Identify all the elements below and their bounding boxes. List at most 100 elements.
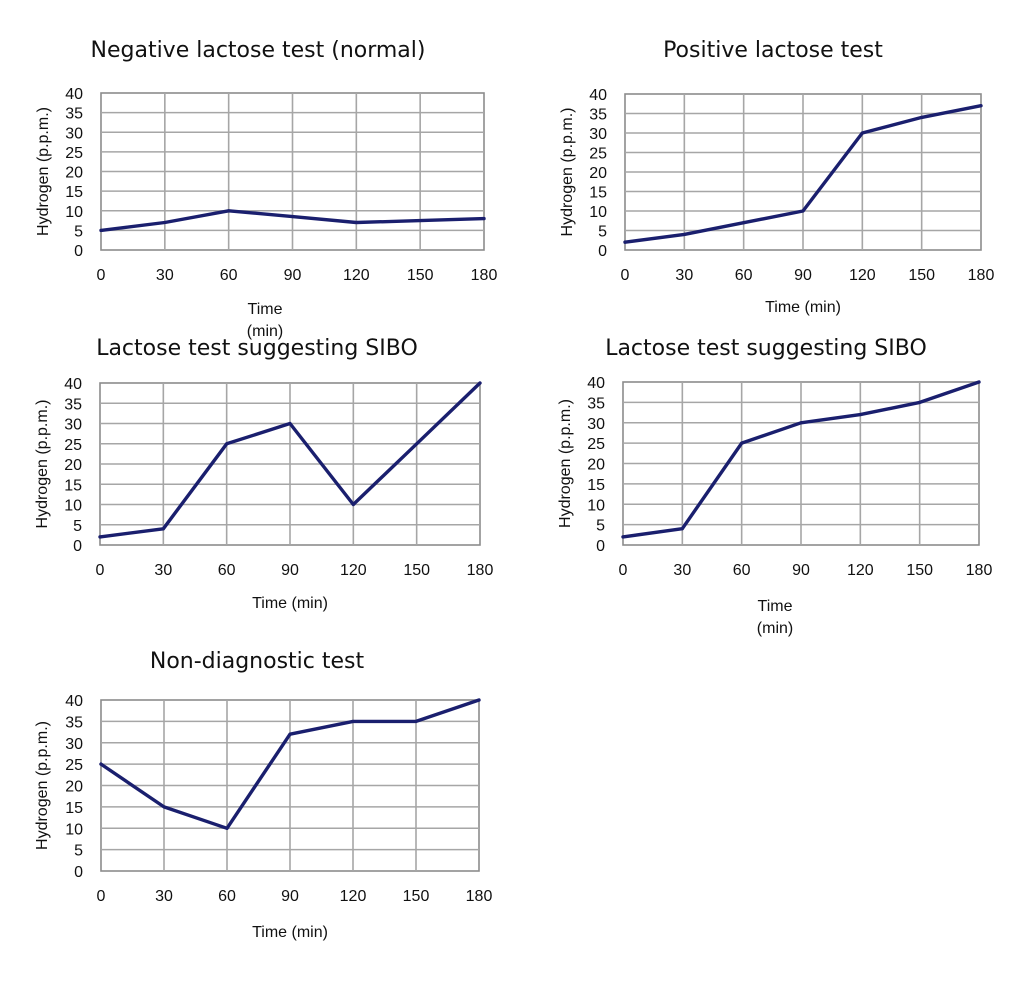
y-tick-label: 40 — [587, 375, 605, 392]
y-tick-label: 10 — [64, 498, 82, 515]
x-tick-label: 30 — [156, 267, 174, 284]
data-point — [98, 535, 102, 539]
y-axis-label: Hydrogen (p.p.m.) — [35, 107, 52, 236]
y-tick-label: 0 — [74, 243, 83, 260]
data-point — [801, 209, 805, 213]
y-tick-label: 25 — [589, 146, 607, 163]
y-tick-label: 5 — [74, 223, 83, 240]
data-point — [682, 232, 686, 236]
x-axis-label: Time (min) — [252, 924, 328, 941]
x-tick-label: 150 — [407, 267, 434, 284]
x-axis-label: Time (min) — [252, 595, 328, 612]
data-point — [742, 221, 746, 225]
data-point — [163, 221, 167, 225]
x-tick-label: 90 — [794, 267, 812, 284]
x-tick-label: 120 — [340, 562, 367, 579]
x-tick-label: 60 — [218, 888, 236, 905]
x-tick-label: 0 — [619, 562, 628, 579]
data-point — [162, 805, 166, 809]
y-tick-label: 0 — [598, 243, 607, 260]
y-tick-label: 0 — [73, 538, 82, 555]
x-tick-label: 120 — [847, 562, 874, 579]
x-axis-label: (min) — [247, 323, 283, 340]
x-tick-label: 90 — [281, 562, 299, 579]
x-tick-label: 30 — [155, 888, 173, 905]
y-tick-label: 5 — [74, 843, 83, 860]
y-axis-label: Hydrogen (p.p.m.) — [34, 400, 51, 529]
data-point — [979, 104, 983, 108]
chart-title: Negative lactose test (normal) — [91, 38, 426, 63]
x-tick-label: 0 — [97, 888, 106, 905]
y-axis-label: Hydrogen (p.p.m.) — [34, 721, 51, 850]
data-point — [351, 719, 355, 723]
x-tick-label: 180 — [466, 888, 493, 905]
y-tick-label: 20 — [65, 779, 83, 796]
data-point — [415, 442, 419, 446]
data-point — [291, 215, 294, 219]
x-tick-label: 90 — [792, 562, 810, 579]
x-tick-label: 180 — [467, 562, 494, 579]
x-tick-label: 60 — [220, 267, 238, 284]
chart-2: Positive lactose test 0 5 10 15 20 25 30 35 40 0 30… — [559, 38, 994, 316]
chart-title: Positive lactose test — [663, 38, 883, 63]
y-tick-label: 35 — [589, 107, 607, 124]
y-tick-label: 30 — [64, 417, 82, 434]
data-point — [680, 527, 684, 531]
x-tick-label: 0 — [97, 267, 106, 284]
data-point — [225, 442, 229, 446]
y-tick-label: 5 — [73, 518, 82, 535]
data-point — [354, 221, 358, 225]
y-tick-label: 30 — [589, 126, 607, 143]
x-axis-label: Time — [758, 598, 793, 615]
y-tick-label: 10 — [65, 821, 83, 838]
chart-5: Non-diagnostic test 0 5 10 15 20 25 30 35 40 0 30 60… — [34, 649, 492, 941]
y-tick-label: 15 — [65, 184, 83, 201]
y-tick-label: 35 — [65, 106, 83, 123]
y-tick-label: 40 — [65, 693, 83, 710]
y-tick-label: 10 — [589, 204, 607, 221]
y-tick-label: 5 — [596, 518, 605, 535]
data-point — [799, 421, 803, 425]
y-axis-label: Hydrogen (p.p.m.) — [559, 108, 576, 237]
x-tick-label: 30 — [673, 562, 691, 579]
x-axis-label: Time — [248, 301, 283, 318]
y-axis-label: Hydrogen (p.p.m.) — [557, 399, 574, 528]
chart-title: Lactose test suggesting SIBO — [605, 336, 927, 361]
y-tick-label: 15 — [64, 477, 82, 494]
x-tick-label: 150 — [403, 562, 430, 579]
data-point — [161, 527, 165, 531]
data-point — [478, 381, 482, 385]
data-point — [351, 503, 355, 506]
data-point — [860, 131, 864, 135]
y-tick-label: 15 — [589, 185, 607, 202]
data-point — [918, 400, 922, 404]
chart-4: Lactose test suggesting SIBO 0 5 10 15 20 25 30… — [557, 336, 992, 637]
data-point — [477, 698, 481, 702]
x-tick-label: 60 — [733, 562, 751, 579]
data-point — [227, 209, 231, 213]
data-point — [623, 240, 627, 244]
x-tick-label: 120 — [849, 267, 876, 284]
data-point — [740, 441, 744, 445]
chart-1: Negative lactose test (normal) 0 5 10 15 20 25… — [35, 38, 497, 340]
y-tick-label: 0 — [74, 864, 83, 881]
y-tick-label: 15 — [587, 477, 605, 494]
data-point — [920, 115, 924, 119]
y-tick-label: 40 — [64, 376, 82, 393]
y-tick-label: 30 — [587, 416, 605, 433]
data-point — [288, 732, 292, 736]
y-tick-label: 20 — [589, 165, 607, 182]
x-axis-label: Time (min) — [765, 299, 841, 316]
y-tick-label: 40 — [65, 86, 83, 103]
x-tick-label: 150 — [403, 888, 430, 905]
y-tick-label: 25 — [64, 437, 82, 454]
y-tick-label: 0 — [596, 538, 605, 555]
x-tick-label: 60 — [735, 267, 753, 284]
x-tick-label: 150 — [906, 562, 933, 579]
y-tick-label: 35 — [64, 396, 82, 413]
y-tick-label: 15 — [65, 800, 83, 817]
data-point — [977, 380, 981, 384]
data-point — [858, 413, 862, 417]
x-tick-label: 120 — [340, 888, 367, 905]
